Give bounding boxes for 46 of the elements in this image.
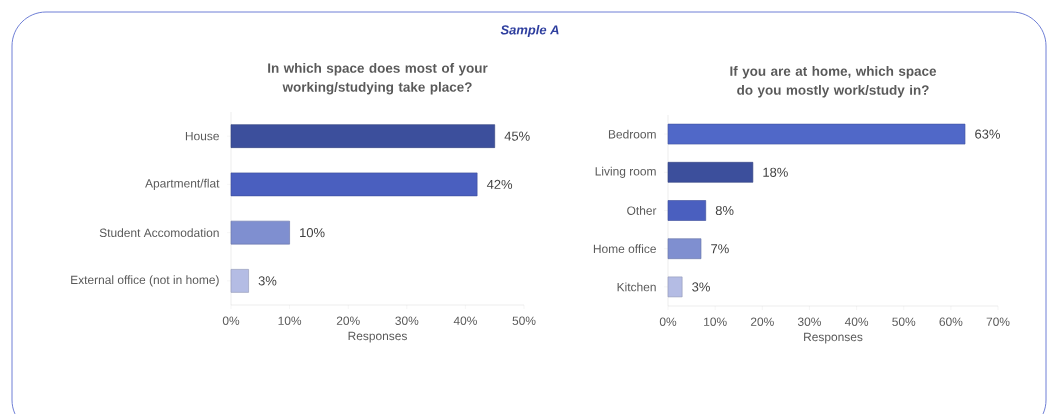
x-tick-label: 20% xyxy=(750,317,774,326)
data-label: 8% xyxy=(715,205,734,216)
text: Sample A xyxy=(500,24,559,38)
x-tick-label: 40% xyxy=(844,317,869,326)
y-tick-label: External office (not in home) xyxy=(71,275,219,287)
bar xyxy=(667,200,707,221)
x-tick-label: 60% xyxy=(939,317,963,326)
data-label: 7% xyxy=(711,244,729,254)
x-tick-label: 30% xyxy=(395,316,419,325)
bar xyxy=(667,276,683,298)
x-axis-title: Responses xyxy=(804,332,863,344)
y-tick-label: Home office xyxy=(593,244,656,254)
data-label: 18% xyxy=(763,167,788,177)
y-tick-label: Living room xyxy=(595,166,656,178)
x-tick-label: 40% xyxy=(453,316,477,325)
x-tick-label: 10% xyxy=(278,316,302,325)
y-tick-label: House xyxy=(185,131,219,141)
x-tick-label: 20% xyxy=(336,316,360,325)
bar xyxy=(667,238,702,259)
x-tick-label: 70% xyxy=(986,317,1010,326)
bar xyxy=(230,269,249,293)
bar xyxy=(230,220,290,245)
y-tick-label: Bedroom xyxy=(608,129,656,139)
x-tick-label: 0% xyxy=(222,316,240,325)
x-axis-title: Responses xyxy=(348,331,407,343)
x-tick-label: 50% xyxy=(512,316,536,325)
x-tick-label: 0% xyxy=(659,317,677,326)
x-tick-label: 10% xyxy=(704,317,727,326)
y-tick-label: Other xyxy=(627,206,657,215)
data-label: 63% xyxy=(975,129,1000,139)
y-tick-label: Apartment/flat xyxy=(145,178,220,190)
y-tick-label: Kitchen xyxy=(617,282,656,292)
data-label: 42% xyxy=(486,179,513,189)
data-label: 45% xyxy=(504,131,530,141)
data-label: 3% xyxy=(692,282,710,292)
bar xyxy=(667,123,966,145)
x-tick-label: 50% xyxy=(892,317,916,326)
data-label: 10% xyxy=(300,228,325,238)
bar xyxy=(667,162,754,183)
data-label: 3% xyxy=(258,276,277,286)
chart-title: In which space does most of your working/studying take place? xyxy=(268,62,488,95)
bar xyxy=(230,172,478,197)
x-tick-label: 30% xyxy=(797,317,821,326)
chart-title: If you are at home, which space do you mostly work/study in? xyxy=(730,66,937,98)
y-tick-label: Student Accomodation xyxy=(99,228,219,238)
bar xyxy=(230,124,496,148)
